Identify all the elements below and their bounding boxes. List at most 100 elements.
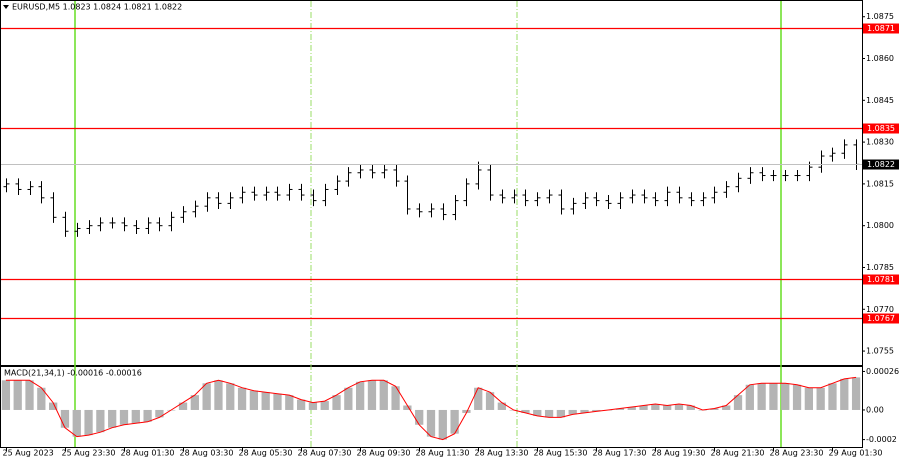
x-tick-label: 28 Aug 23:30: [770, 449, 824, 458]
macd-bar: [651, 404, 660, 410]
current-price-bg: [863, 159, 899, 170]
macd-bar: [143, 409, 152, 422]
macd-bar: [722, 405, 731, 410]
macd-signal-line: [5, 376, 857, 441]
macd-bar: [462, 409, 471, 413]
macd-bar: [792, 384, 802, 410]
macd-bar: [391, 386, 400, 410]
macd-bar: [25, 380, 34, 410]
macd-bar: [72, 409, 81, 437]
macd-bar: [485, 392, 495, 410]
macd-bar: [178, 402, 188, 410]
y-tick-label: 1.0845: [866, 96, 894, 105]
macd-bar: [580, 409, 589, 413]
x-tick-label: 25 Aug 2023: [3, 449, 54, 458]
x-tick-label: 28 Aug 19:30: [652, 449, 706, 458]
macd-bar: [745, 384, 754, 410]
macd-bar: [781, 383, 790, 410]
y-tick-label: -0.0002: [866, 435, 897, 444]
macd-bar: [379, 380, 388, 410]
macd-bar: [296, 399, 306, 410]
macd-bar: [1, 380, 11, 410]
macd-bar: [544, 409, 554, 418]
macd-bar: [155, 409, 164, 418]
x-tick-label: 28 Aug 21:30: [711, 449, 765, 458]
macd-bar: [49, 402, 58, 410]
y-tick-label: 1.0800: [866, 221, 894, 230]
macd-bar: [403, 405, 412, 410]
x-tick-label: 28 Aug 13:30: [475, 449, 529, 458]
y-tick-label: 0.00026: [866, 367, 899, 376]
y-tick-label: 0.00: [866, 405, 884, 414]
y-tick-label: 1.0875: [866, 12, 894, 21]
macd-bar: [214, 380, 223, 410]
macd-bar: [474, 387, 483, 410]
y-tick-label: 1.0770: [866, 305, 894, 314]
macd-bar: [344, 387, 353, 410]
macd-bar: [190, 395, 199, 410]
macd-bar: [851, 377, 861, 410]
macd-bar: [96, 409, 105, 433]
y-tick-label: 1.0860: [866, 54, 894, 63]
price-panel: [0, 0, 863, 366]
y-tick-label: 1.0830: [866, 138, 894, 147]
y-tick-label: 1.0755: [866, 347, 894, 356]
macd-bar: [356, 381, 365, 410]
menu-arrow[interactable]: [3, 5, 9, 9]
macd-bar: [733, 395, 743, 410]
macd-bar: [119, 409, 129, 425]
macd-bar: [308, 402, 318, 410]
macd-bar: [568, 409, 577, 415]
macd-bar: [674, 404, 684, 410]
level-label-bg: [863, 274, 899, 285]
macd-bar: [769, 383, 778, 410]
macd-bar: [320, 401, 329, 410]
macd-bar: [285, 395, 294, 410]
macd-bar: [332, 395, 341, 410]
macd-bar: [686, 405, 695, 410]
x-tick-label: 28 Aug 07:30: [298, 449, 352, 458]
level-label-bg: [863, 123, 899, 134]
macd-bar: [13, 380, 22, 410]
macd-bar: [497, 402, 506, 410]
macd-bar: [533, 409, 542, 416]
macd-bar: [131, 409, 140, 424]
level-label: 1.0767: [867, 314, 895, 323]
macd-bar: [615, 408, 625, 410]
macd-bar: [415, 409, 424, 425]
x-tick-label: 28 Aug 01:30: [121, 449, 175, 458]
macd-bar: [627, 407, 636, 410]
macd-bar: [426, 409, 436, 437]
macd-bar: [37, 387, 46, 410]
level-label: 1.0835: [867, 124, 895, 133]
macd-bar: [237, 387, 247, 410]
x-tick-label: 28 Aug 17:30: [593, 449, 647, 458]
macd-bar: [367, 380, 377, 410]
macd-bar: [840, 378, 849, 410]
level-label: 1.0871: [867, 24, 895, 33]
level-label-bg: [863, 23, 899, 34]
macd-bar: [226, 383, 235, 410]
symbol-title: EURUSD,M5 1.0823 1.0824 1.0821 1.0822: [12, 3, 182, 12]
x-tick-label: 28 Aug 15:30: [534, 449, 588, 458]
macd-bar: [828, 383, 837, 410]
macd-bar: [273, 393, 282, 410]
x-tick-label: 28 Aug 05:30: [239, 449, 293, 458]
macd-bar: [556, 409, 566, 418]
x-tick-label: 28 Aug 03:30: [180, 449, 234, 458]
macd-bar: [261, 392, 270, 410]
macd-bar: [663, 405, 672, 410]
y-tick-label: 1.0785: [866, 263, 894, 272]
macd-title: MACD(21,34,1) -0.00016 -0.00016: [4, 369, 142, 378]
x-tick-label: 25 Aug 23:30: [62, 449, 116, 458]
current-price-label: 1.0822: [867, 160, 895, 169]
macd-bar: [592, 409, 601, 412]
macd-bar: [450, 409, 459, 434]
macd-bar: [84, 409, 93, 436]
macd-bar: [108, 409, 117, 428]
macd-bar: [804, 387, 813, 410]
level-label-bg: [863, 313, 899, 324]
macd-bar: [202, 383, 211, 410]
macd-bar: [249, 390, 259, 410]
